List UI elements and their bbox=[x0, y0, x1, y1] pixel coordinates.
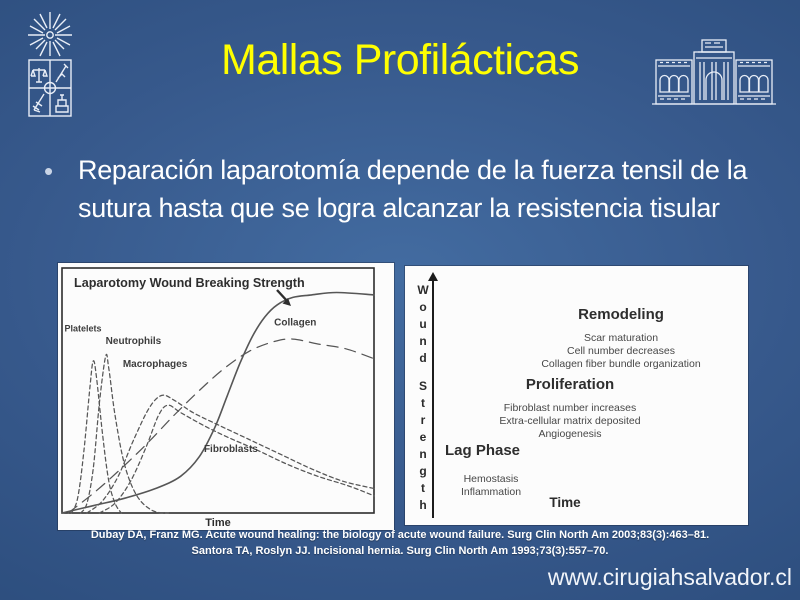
laparotomy-strength-chart: Collagen Macrophages Fibroblasts Platelets N… bbox=[61, 267, 375, 529]
chart-title: Laparotomy Wound Breaking Strength bbox=[74, 276, 305, 290]
website-url: www.cirugiahsalvador.cl bbox=[547, 564, 792, 590]
phase-item: Collagen fiber bundle organization bbox=[541, 358, 701, 370]
x-axis-label: Time bbox=[549, 495, 581, 510]
phase-item: Angiogenesis bbox=[538, 428, 602, 440]
phase-item: Extra-cellular matrix deposited bbox=[499, 415, 641, 427]
bullet-marker: • bbox=[44, 156, 54, 186]
phase-lag: Lag Phase Hemostasis Inflammation bbox=[445, 442, 565, 499]
phase-proliferation: Proliferation Fibroblast number increases… bbox=[450, 376, 690, 441]
series-label-fibroblasts: Fibroblasts bbox=[204, 444, 258, 455]
starburst-icon bbox=[28, 12, 72, 57]
phase-title: Remodeling bbox=[578, 306, 664, 323]
citation-line: Dubay DA, Franz MG. Acute wound healing:… bbox=[90, 529, 710, 541]
phase-title: Lag Phase bbox=[445, 442, 521, 459]
phase-item: Inflammation bbox=[460, 486, 522, 498]
series-macrophages bbox=[86, 394, 375, 514]
series-laparotomy-wound-breaking-strength bbox=[61, 291, 375, 514]
shield-icon bbox=[28, 59, 72, 117]
phase-item: Scar maturation bbox=[583, 332, 659, 344]
phase-title: Proliferation bbox=[525, 376, 615, 393]
plot-frame bbox=[61, 267, 375, 514]
phase-item: Fibroblast number increases bbox=[503, 402, 637, 414]
title-arrowhead-icon bbox=[282, 298, 291, 306]
hospital-building-icon bbox=[652, 39, 776, 105]
phase-remodeling: Remodeling Scar maturation Cell number dec… bbox=[497, 306, 745, 371]
x-axis-label: Time bbox=[205, 517, 230, 529]
series-label-collagen: Collagen bbox=[274, 318, 316, 329]
citation-block: Dubay DA, Franz MG. Acute wound healing:… bbox=[0, 527, 800, 559]
series-neutrophils bbox=[80, 353, 169, 514]
series-fibroblasts bbox=[98, 404, 375, 514]
page-title: Mallas Profilácticas bbox=[221, 36, 580, 84]
series-label-macrophages: Macrophages bbox=[123, 359, 188, 370]
y-axis-arrow bbox=[428, 272, 438, 518]
citation-line: Santora TA, Roslyn JJ. Incisional hernia… bbox=[191, 545, 609, 557]
series-collagen bbox=[67, 338, 375, 514]
phase-item: Cell number decreases bbox=[567, 345, 675, 357]
university-seal-icon bbox=[28, 12, 72, 117]
bullet-item: • Reparación laparotomía depende de la f… bbox=[44, 152, 764, 227]
series-label-platelets: Platelets bbox=[64, 324, 101, 334]
phase-item: Hemostasis bbox=[463, 473, 519, 485]
series-platelets bbox=[70, 360, 122, 514]
bullet-text: Reparación laparotomía depende de la fue… bbox=[78, 155, 748, 223]
wound-curves-panel: Collagen Macrophages Fibroblasts Platelets N… bbox=[58, 263, 394, 530]
series-label-neutrophils: Neutrophils bbox=[106, 336, 162, 347]
